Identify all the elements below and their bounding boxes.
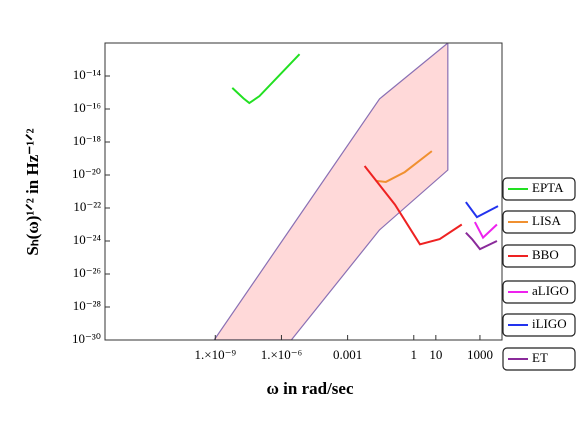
y-tick-label: 10⁻³⁰ bbox=[72, 331, 101, 346]
y-tick-label: 10⁻²⁰ bbox=[72, 166, 101, 181]
y-tick-label: 10⁻¹⁶ bbox=[73, 100, 101, 115]
series-line bbox=[474, 221, 498, 240]
series-line bbox=[363, 165, 463, 246]
legend-box bbox=[502, 280, 576, 304]
series-line bbox=[465, 231, 498, 251]
plot-frame bbox=[104, 42, 503, 341]
x-tick-label: 10 bbox=[429, 347, 442, 362]
series-line bbox=[465, 201, 499, 219]
legend-box bbox=[502, 244, 576, 268]
legend-label: BBO bbox=[532, 247, 559, 262]
legend-label: ET bbox=[532, 350, 548, 365]
y-axis-label: Sₕ(ω)¹ᐟ² in Hz⁻¹ᐟ² bbox=[23, 128, 42, 255]
y-tick-label: 10⁻¹⁸ bbox=[73, 133, 102, 148]
legend-label: aLIGO bbox=[532, 283, 569, 298]
band-area bbox=[213, 43, 449, 340]
x-tick-label: 1.×10⁻⁹ bbox=[195, 347, 237, 362]
legend-box bbox=[502, 210, 576, 234]
series-line bbox=[375, 150, 433, 183]
legend-label: iLIGO bbox=[532, 316, 567, 331]
x-tick-label: 1 bbox=[411, 347, 418, 362]
legend-label: EPTA bbox=[532, 180, 564, 195]
x-tick-label: 1.×10⁻⁶ bbox=[261, 347, 302, 362]
legend-box bbox=[502, 177, 576, 201]
y-tick-label: 10⁻¹⁴ bbox=[73, 67, 102, 82]
y-tick-label: 10⁻²⁸ bbox=[73, 298, 102, 313]
y-tick-label: 10⁻²⁶ bbox=[73, 265, 101, 280]
x-tick-label: 0.001 bbox=[333, 347, 362, 362]
x-tick-label: 1000 bbox=[467, 347, 493, 362]
series-line bbox=[231, 53, 301, 105]
legend-label: LISA bbox=[532, 213, 562, 228]
y-tick-label: 10⁻²² bbox=[73, 199, 101, 214]
legend-box bbox=[502, 347, 576, 371]
legend-box bbox=[502, 313, 576, 337]
x-axis-label: ω in rad/sec bbox=[266, 379, 353, 398]
y-tick-label: 10⁻²⁴ bbox=[73, 232, 102, 247]
